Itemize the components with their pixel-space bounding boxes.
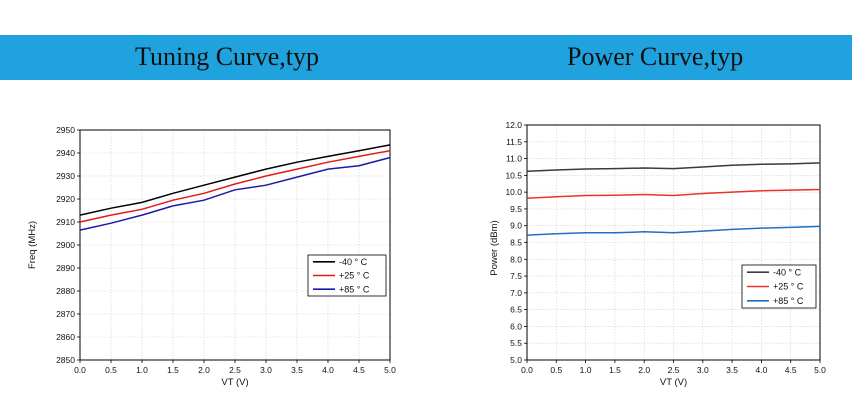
y-tick-label: 10.5 <box>505 170 522 180</box>
y-tick-label: 6.5 <box>510 305 522 315</box>
header-banner: Tuning Curve,typ Power Curve,typ <box>0 35 852 80</box>
x-tick-label: 4.0 <box>755 365 767 375</box>
x-tick-label: 5.0 <box>384 365 396 375</box>
y-tick-label: 2880 <box>56 286 75 296</box>
y-tick-label: 9.5 <box>510 204 522 214</box>
x-tick-label: 0.5 <box>105 365 117 375</box>
x-tick-label: 2.0 <box>638 365 650 375</box>
x-tick-label: 0.0 <box>74 365 86 375</box>
y-tick-label: 2850 <box>56 355 75 365</box>
x-axis-label: VT (V) <box>660 377 687 388</box>
y-tick-label: 2870 <box>56 309 75 319</box>
y-tick-label: 2910 <box>56 217 75 227</box>
y-tick-label: 11.0 <box>506 154 522 164</box>
legend-label-2: +25 ° C <box>339 271 370 281</box>
x-tick-label: 1.0 <box>580 365 592 375</box>
y-tick-label: 11.5 <box>506 137 522 147</box>
x-tick-label: 3.5 <box>291 365 303 375</box>
x-tick-label: 0.5 <box>550 365 562 375</box>
legend-label-1: -40 ° C <box>339 257 368 267</box>
x-tick-label: 4.5 <box>785 365 797 375</box>
series-line-3 <box>79 156 391 231</box>
y-axis-label: Freq (MHz) <box>27 221 38 269</box>
y-tick-label: 2900 <box>56 240 75 250</box>
y-tick-label: 5.5 <box>510 338 522 348</box>
x-tick-label: 4.0 <box>322 365 334 375</box>
legend-label-1: -40 ° C <box>773 267 802 277</box>
y-tick-label: 7.0 <box>510 288 522 298</box>
legend-label-3: +85 ° C <box>773 296 804 306</box>
x-tick-label: 2.5 <box>229 365 241 375</box>
legend-label-2: +25 ° C <box>773 282 804 292</box>
x-tick-label: 5.0 <box>814 365 826 375</box>
series-line-2 <box>526 188 821 199</box>
x-tick-label: 2.0 <box>198 365 210 375</box>
x-tick-label: 1.0 <box>136 365 148 375</box>
series-line-1 <box>526 162 821 173</box>
y-tick-label: 2940 <box>56 148 75 158</box>
x-axis-label: VT (V) <box>221 377 248 388</box>
y-tick-label: 7.5 <box>510 271 522 281</box>
power-curve-title: Power Curve,typ <box>567 42 744 71</box>
y-axis-label: Power (dBm) <box>489 220 500 275</box>
y-tick-label: 8.0 <box>510 254 522 264</box>
y-tick-label: 2930 <box>56 171 75 181</box>
y-tick-label: 6.0 <box>510 321 522 331</box>
y-tick-label: 8.5 <box>510 238 522 248</box>
y-tick-label: 2890 <box>56 263 75 273</box>
x-tick-label: 4.5 <box>353 365 365 375</box>
y-tick-label: 2950 <box>56 125 75 135</box>
y-tick-label: 2860 <box>56 332 75 342</box>
y-tick-label: 10.0 <box>505 187 522 197</box>
x-tick-label: 3.0 <box>697 365 709 375</box>
y-tick-label: 2920 <box>56 194 75 204</box>
series-line-3 <box>526 225 821 236</box>
x-tick-label: 2.5 <box>668 365 680 375</box>
series-line-1 <box>79 144 391 216</box>
y-tick-label: 9.0 <box>510 221 522 231</box>
x-tick-label: 1.5 <box>167 365 179 375</box>
y-tick-label: 12.0 <box>505 120 522 130</box>
x-tick-label: 0.0 <box>521 365 533 375</box>
x-tick-label: 1.5 <box>609 365 621 375</box>
x-tick-label: 3.0 <box>260 365 272 375</box>
legend-label-3: +85 ° C <box>339 284 370 294</box>
x-tick-label: 3.5 <box>726 365 738 375</box>
series-line-2 <box>79 149 391 223</box>
tuning-curve-title: Tuning Curve,typ <box>135 42 319 71</box>
y-tick-label: 5.0 <box>510 355 522 365</box>
